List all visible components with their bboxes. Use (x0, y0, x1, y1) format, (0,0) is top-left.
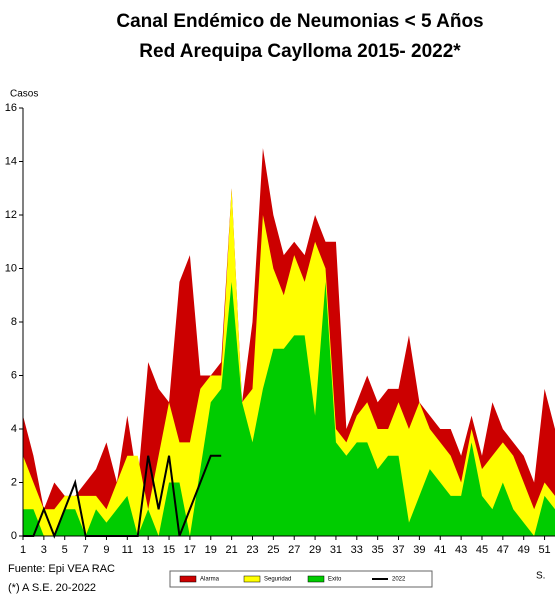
y-tick-label: 10 (5, 262, 17, 274)
x-tick-label: 11 (122, 544, 133, 556)
legend-label: Exito (328, 577, 342, 583)
chart-subtitle: Red Arequipa Caylloma 2015- 2022* (139, 41, 461, 62)
x-tick-label: 5 (62, 544, 68, 556)
area (23, 281, 555, 536)
y-tick-label: 14 (5, 155, 17, 167)
x-tick-label: 25 (267, 544, 279, 556)
y-tick-label: 16 (5, 102, 17, 114)
x-tick-label: 23 (246, 544, 258, 556)
y-tick-label: 6 (11, 369, 17, 381)
x-tick-label: 39 (413, 544, 425, 556)
x-tick-label: 33 (351, 544, 363, 556)
x-tick-label: 27 (288, 544, 300, 556)
legend-label: 2022 (392, 577, 406, 583)
chart-title: Canal Endémico de Neumonias < 5 Años (116, 11, 483, 32)
x-tick-label: 35 (372, 544, 384, 556)
x-tick-label: 51 (538, 544, 550, 556)
x-tick-label: 9 (103, 544, 109, 556)
legend-label: Alarma (200, 577, 220, 583)
y-tick-label: 0 (11, 530, 17, 542)
legend-box (169, 570, 433, 588)
x-tick-label: 7 (83, 544, 89, 556)
legend-label: Seguridad (264, 577, 291, 583)
source-note: Fuente: Epi VEA RAC (8, 563, 115, 575)
x-tick-label: 31 (330, 544, 342, 556)
x-tick-label: 43 (455, 544, 467, 556)
legend-swatch (243, 575, 261, 583)
date-note: (*) A S.E. 20-2022 (8, 582, 96, 594)
x-tick-label: 45 (476, 544, 488, 556)
x-tick-label: 49 (518, 544, 530, 556)
x-tick-label: 47 (497, 544, 509, 556)
x-tick-label: 17 (184, 544, 196, 556)
x-tick-label: 29 (309, 544, 321, 556)
y-axis-label: Casos (10, 89, 38, 100)
x-axis-label: S. (536, 571, 545, 582)
x-tick-label: 21 (226, 544, 238, 556)
y-tick-label: 12 (5, 209, 17, 221)
x-tick-label: 13 (142, 544, 154, 556)
legend-swatch (307, 575, 325, 583)
x-tick-label: 15 (163, 544, 175, 556)
y-tick-label: 8 (11, 316, 17, 328)
x-tick-label: 19 (205, 544, 217, 556)
y-tick-label: 2 (11, 476, 17, 488)
legend-swatch (179, 575, 197, 583)
x-tick-label: 41 (434, 544, 446, 556)
x-tick-label: 1 (20, 544, 26, 556)
y-tick-label: 4 (11, 423, 17, 435)
x-tick-label: 37 (392, 544, 404, 556)
x-tick-label: 3 (41, 544, 47, 556)
